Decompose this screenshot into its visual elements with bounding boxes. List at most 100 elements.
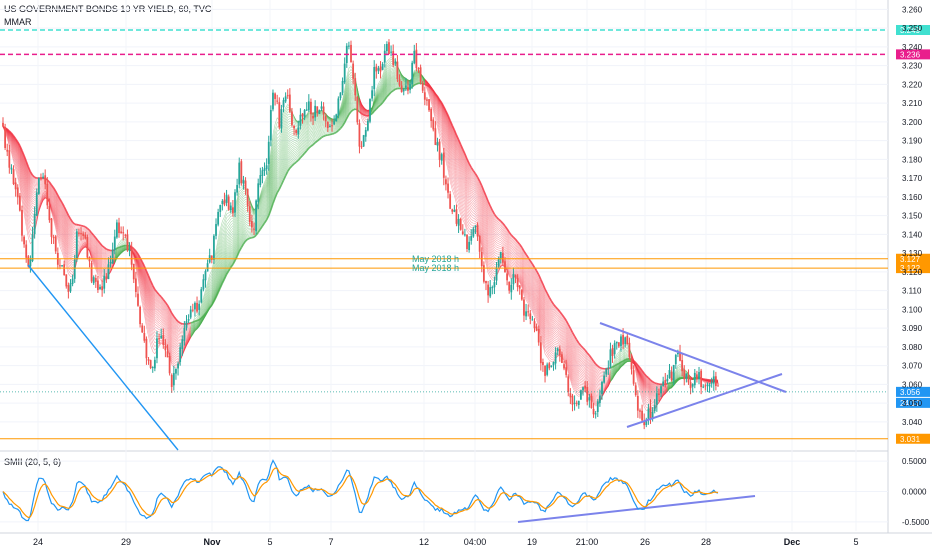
mmar-ribbon-segment	[677, 363, 681, 366]
mmar-ribbon-segment	[6, 134, 10, 141]
mmar-ribbon-segment	[327, 116, 331, 119]
mmar-ribbon-segment	[508, 273, 512, 277]
mmar-ribbon-segment	[236, 194, 240, 204]
mmar-ribbon-segment	[464, 220, 468, 229]
mmar-ribbon-segment	[13, 156, 16, 164]
mmar-ribbon-segment	[437, 117, 440, 127]
mmar-ribbon-segment	[481, 240, 485, 249]
mmar-ribbon-segment	[289, 133, 293, 136]
mmar-ribbon-segment	[238, 191, 242, 195]
mmar-ribbon-segment	[112, 261, 116, 268]
mmar-ribbon-segment	[238, 194, 242, 198]
mmar-ribbon-segment	[451, 185, 455, 192]
mmar-ribbon-segment	[549, 357, 552, 360]
mmar-ribbon-segment	[57, 238, 61, 247]
mmar-ribbon-segment	[449, 176, 453, 186]
mmar-ribbon-segment	[276, 141, 280, 145]
mmar-ribbon-segment	[677, 367, 681, 370]
mmar-ribbon-segment	[118, 242, 122, 246]
mmar-ribbon-segment	[458, 207, 461, 215]
mmar-ribbon-segment	[616, 358, 620, 363]
mmar-ribbon-segment	[276, 147, 280, 151]
mmar-ribbon-segment	[232, 225, 236, 232]
mmar-ribbon-segment	[156, 319, 160, 322]
mmar-ribbon-segment	[487, 244, 491, 250]
mmar-ribbon-segment	[386, 65, 390, 70]
mmar-ribbon-segment	[544, 350, 548, 354]
mmar-ribbon-segment	[439, 128, 442, 135]
mmar-ribbon-segment	[72, 246, 75, 249]
mmar-ribbon-segment	[373, 92, 377, 100]
mmar-ribbon-segment	[454, 179, 457, 188]
mmar-ribbon-segment	[40, 200, 44, 206]
mmar-ribbon-segment	[200, 305, 204, 313]
mmar-ribbon-segment	[470, 202, 474, 206]
mmar-ribbon-segment	[376, 88, 379, 94]
mmar-ribbon-segment	[9, 140, 12, 146]
mmar-ribbon-segment	[36, 211, 40, 222]
mmar-ribbon-segment	[211, 270, 215, 280]
mmar-ribbon-segment	[283, 126, 286, 133]
mmar-ribbon-segment	[612, 366, 615, 373]
mmar-ribbon-segment	[175, 350, 179, 353]
mmar-ribbon-segment	[57, 233, 61, 241]
mmar-ribbon-segment	[207, 284, 210, 292]
mmar-ribbon-segment	[422, 76, 426, 81]
mmar-ribbon-segment	[135, 265, 139, 276]
mmar-ribbon-segment	[59, 246, 63, 253]
mmar-ribbon-segment	[251, 205, 255, 211]
mmar-ribbon-segment	[414, 71, 417, 73]
mmar-ribbon-segment	[99, 274, 103, 279]
mmar-ribbon-segment	[703, 381, 706, 384]
mmar-ribbon-segment	[272, 141, 276, 152]
mmar-ribbon-segment	[525, 297, 529, 302]
mmar-ribbon-segment	[141, 291, 145, 302]
mmar-ribbon-segment	[612, 359, 615, 367]
mmar-ribbon-segment	[230, 217, 234, 220]
mmar-ribbon-segment	[38, 204, 42, 212]
mmar-ribbon-segment	[675, 369, 679, 375]
mmar-ribbon-segment	[635, 367, 639, 378]
mmar-ribbon-segment	[608, 373, 611, 382]
mmar-ribbon-segment	[120, 240, 124, 243]
mmar-ribbon-segment	[513, 265, 516, 268]
mmar-ribbon-segment	[222, 216, 225, 222]
mmar-ribbon-segment	[200, 297, 204, 306]
mmar-ribbon-segment	[63, 249, 67, 258]
mmar-ribbon-segment	[487, 269, 491, 275]
mmar-ribbon-segment	[458, 193, 461, 201]
mmar-ribbon-segment	[215, 255, 219, 265]
mmar-ribbon-segment	[192, 321, 196, 328]
mmar-ribbon-segment	[222, 220, 225, 226]
mmar-ribbon-segment	[572, 377, 575, 383]
mmar-ribbon-segment	[519, 280, 523, 286]
mmar-ribbon-segment	[580, 374, 584, 376]
mmar-ribbon-segment	[236, 191, 240, 202]
mmar-ribbon-segment	[264, 179, 267, 185]
mmar-ribbon-segment	[540, 333, 544, 342]
mmar-ribbon-segment	[595, 389, 598, 392]
mmar-ribbon-segment	[283, 110, 286, 116]
mmar-ribbon-segment	[133, 254, 137, 262]
mmar-ribbon-segment	[6, 136, 10, 145]
mmar-ribbon-segment	[99, 273, 103, 278]
mmar-ribbon-segment	[19, 174, 23, 186]
mmar-ribbon-segment	[445, 156, 449, 166]
mmar-ribbon-segment	[213, 257, 217, 268]
mmar-ribbon-segment	[97, 269, 101, 274]
mmar-ribbon-segment	[357, 90, 360, 107]
mmar-ribbon-segment	[287, 127, 291, 131]
mmar-ribbon-segment	[264, 181, 267, 187]
mmar-ribbon-segment	[152, 351, 156, 355]
mmar-ribbon-segment	[576, 390, 580, 393]
mmar-ribbon-segment	[357, 88, 360, 104]
mmar-ribbon-segment	[53, 217, 57, 227]
mmar-ribbon-segment	[399, 70, 402, 76]
mmar-ribbon-segment	[289, 129, 293, 131]
mmar-ribbon-segment	[637, 375, 641, 383]
mmar-ribbon-segment	[243, 194, 246, 197]
mmar-ribbon-segment	[665, 386, 668, 391]
mmar-ribbon-segment	[669, 381, 672, 383]
mmar-ribbon-segment	[555, 338, 558, 341]
